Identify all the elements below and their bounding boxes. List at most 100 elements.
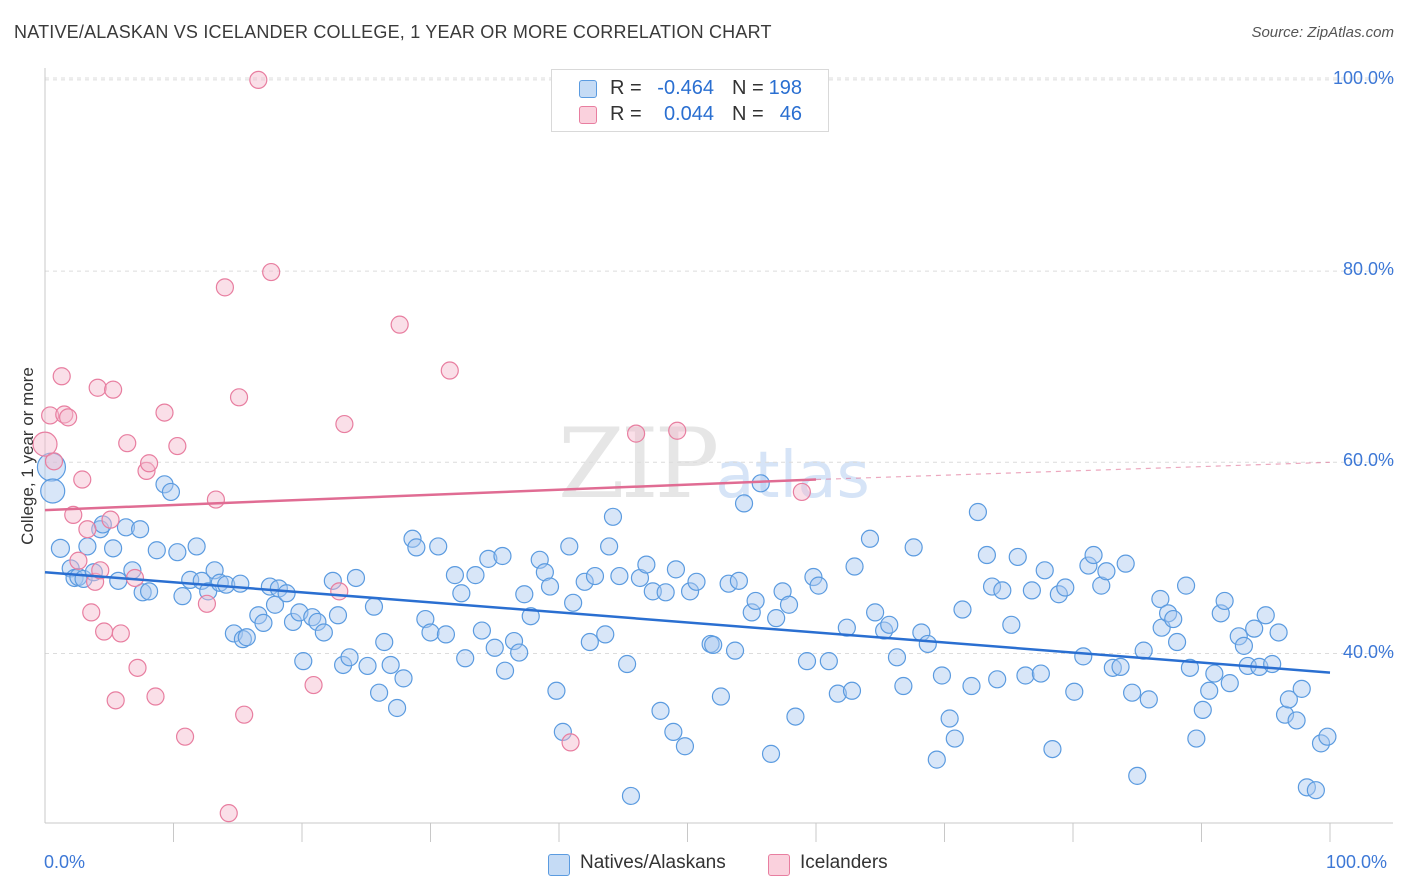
data-point (666, 560, 686, 579)
data-point (1097, 562, 1116, 581)
y-tick-label: 100.0% (1332, 67, 1394, 88)
legend-n-value: 198 (768, 77, 802, 99)
icelanders-trend-line (44, 478, 817, 512)
data-point (416, 609, 435, 629)
legend-r-value: -0.464 (657, 77, 714, 99)
data-point (173, 587, 192, 606)
data-point (495, 661, 515, 680)
data-point (719, 574, 738, 593)
data-point (78, 520, 97, 539)
data-point (804, 567, 823, 587)
data-point (52, 367, 71, 386)
data-point (918, 634, 937, 654)
data-point (111, 624, 130, 643)
data-point (69, 551, 88, 570)
data-point (656, 583, 675, 602)
data-point (704, 635, 723, 654)
data-point (1079, 556, 1098, 575)
data-point (206, 490, 226, 509)
data-point (466, 566, 485, 585)
data-point (894, 676, 913, 696)
data-point (1139, 690, 1158, 709)
data-point (680, 582, 700, 601)
data-point (1269, 623, 1288, 642)
data-point (540, 577, 560, 596)
data-point (219, 804, 238, 823)
data-point (535, 563, 554, 582)
data-point (91, 561, 110, 580)
data-point (215, 278, 234, 297)
data-point (262, 262, 281, 282)
data-point (1084, 545, 1103, 565)
x-tick-label-max: 100.0% (1326, 852, 1388, 872)
data-point (711, 687, 731, 706)
legend-swatch-pink (579, 106, 597, 124)
data-point (231, 574, 250, 593)
data-point (621, 786, 641, 806)
data-point (1292, 679, 1311, 698)
data-point (370, 683, 389, 702)
data-point (1116, 554, 1135, 573)
data-point (440, 361, 459, 380)
icelanders-trend-extension (815, 461, 1331, 481)
data-point (982, 577, 1002, 596)
data-point (403, 529, 422, 548)
data-point (664, 722, 683, 741)
legend-swatch-blue (579, 80, 597, 98)
data-point (904, 538, 923, 557)
y-axis-label: College, 1 year or more (18, 367, 37, 545)
data-point (375, 632, 394, 652)
natives-swatch (548, 854, 570, 876)
source-label: Source: ZipAtlas.com (1251, 24, 1394, 41)
data-point (575, 572, 594, 591)
data-point (1065, 682, 1084, 701)
data-point (797, 652, 817, 671)
data-point (1151, 589, 1170, 609)
chart-title: NATIVE/ALASKAN VS ICELANDER COLLEGE, 1 Y… (14, 22, 772, 42)
data-point (229, 388, 249, 407)
data-point (283, 612, 303, 632)
data-point (786, 707, 805, 726)
data-point (335, 414, 354, 434)
data-point (1164, 609, 1183, 629)
data-point (50, 538, 71, 558)
data-point (1022, 581, 1041, 600)
data-point (104, 539, 123, 558)
data-point (32, 431, 58, 457)
data-point (945, 729, 964, 748)
data-point (515, 585, 534, 604)
data-point (510, 643, 529, 662)
data-point (560, 537, 579, 556)
data-point (323, 571, 342, 590)
data-point (118, 434, 137, 453)
watermark: ZIPatlas (558, 408, 870, 520)
icelanders-swatch (768, 854, 790, 876)
data-point (875, 621, 894, 640)
data-point (304, 675, 323, 695)
data-point (1187, 729, 1206, 748)
data-point (1049, 585, 1068, 604)
data-point (792, 482, 811, 502)
watermark-atlas: atlas (715, 439, 870, 513)
data-point (1234, 636, 1254, 655)
data-point (128, 658, 147, 677)
legend-r-label: R = (610, 77, 642, 99)
data-point (479, 549, 498, 568)
data-point (116, 518, 136, 537)
icelanders-points (32, 70, 811, 823)
data-point (1180, 658, 1200, 677)
data-point (643, 582, 662, 601)
data-point (953, 600, 972, 619)
data-point (314, 623, 333, 642)
data-point (168, 543, 187, 562)
watermark-zip: ZIP (558, 408, 719, 520)
grid-lines (45, 77, 1393, 654)
data-point (168, 436, 187, 456)
data-point (866, 603, 885, 622)
data-point (346, 568, 366, 588)
data-point (146, 687, 165, 706)
data-point (73, 470, 92, 489)
data-point (40, 478, 66, 504)
data-point (155, 403, 174, 422)
data-point (687, 572, 706, 591)
